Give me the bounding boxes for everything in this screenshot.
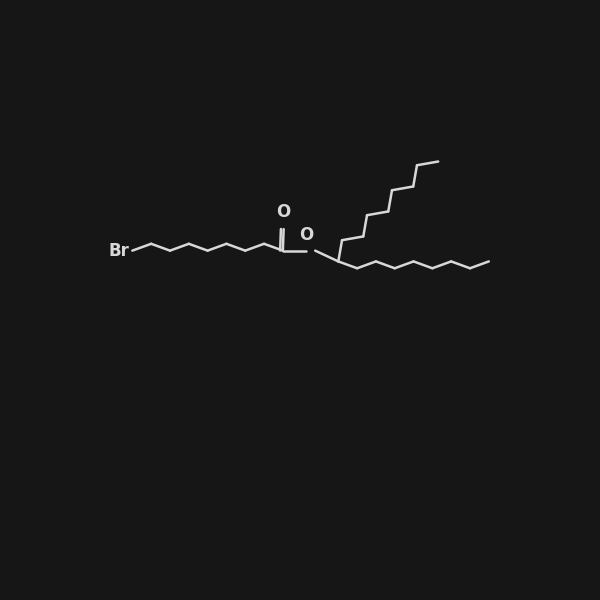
Text: O: O (277, 203, 291, 221)
Text: O: O (299, 226, 314, 244)
Text: Br: Br (109, 242, 129, 260)
